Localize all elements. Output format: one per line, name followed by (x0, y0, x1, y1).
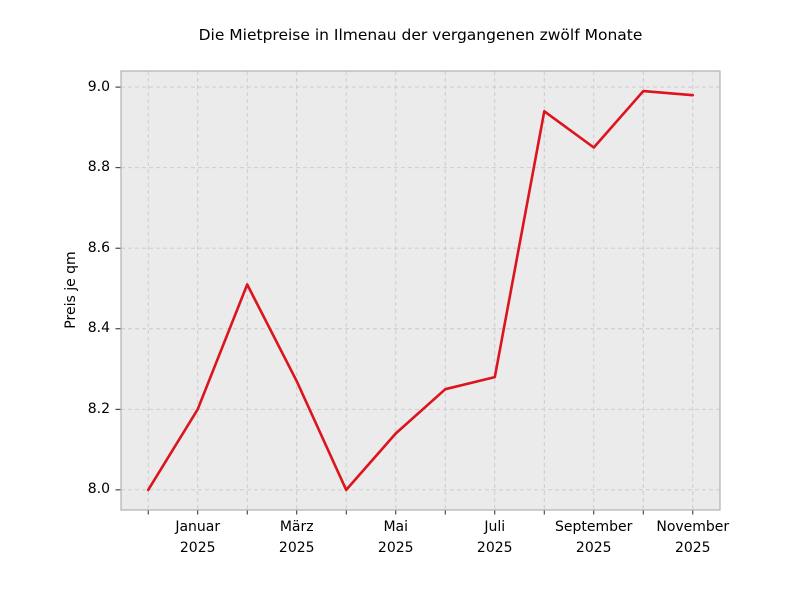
x-tick-year: 2025 (179, 540, 216, 556)
y-tick-label: 8.8 (87, 159, 110, 176)
x-tick-month: März (279, 519, 314, 535)
x-tick-label: Juli 2025 (425, 517, 565, 559)
x-tick-label: März 2025 (227, 517, 367, 559)
x-tick-year: 2025 (377, 540, 414, 556)
x-tick-month: Mai (383, 519, 409, 535)
x-tick-month: Juli (484, 519, 506, 535)
chart-title: Die Mietpreise in Ilmenau der vergangene… (198, 26, 643, 44)
x-tick-label: Januar 2025 (128, 517, 268, 559)
plot-border (120, 70, 721, 511)
x-tick-month: Januar (175, 519, 221, 535)
y-tick-label: 8.0 (87, 481, 110, 498)
x-tick-label: November 2025 (623, 517, 763, 559)
x-tick-label: Mai 2025 (326, 517, 466, 559)
plot-background (121, 71, 720, 510)
y-tick-label: 8.2 (87, 400, 110, 417)
y-tick-label: 8.4 (87, 320, 110, 337)
x-tick-month: September (555, 519, 633, 535)
x-tick-year: 2025 (476, 540, 513, 556)
y-tick-label: 8.6 (87, 239, 110, 256)
x-tick-year: 2025 (575, 540, 612, 556)
x-tick-label: September 2025 (524, 517, 664, 559)
x-tick-month: November (656, 519, 730, 535)
y-tick-label: 9.0 (87, 78, 110, 95)
x-tick-year: 2025 (278, 540, 315, 556)
price-line (146, 89, 695, 492)
x-tick-year: 2025 (674, 540, 711, 556)
